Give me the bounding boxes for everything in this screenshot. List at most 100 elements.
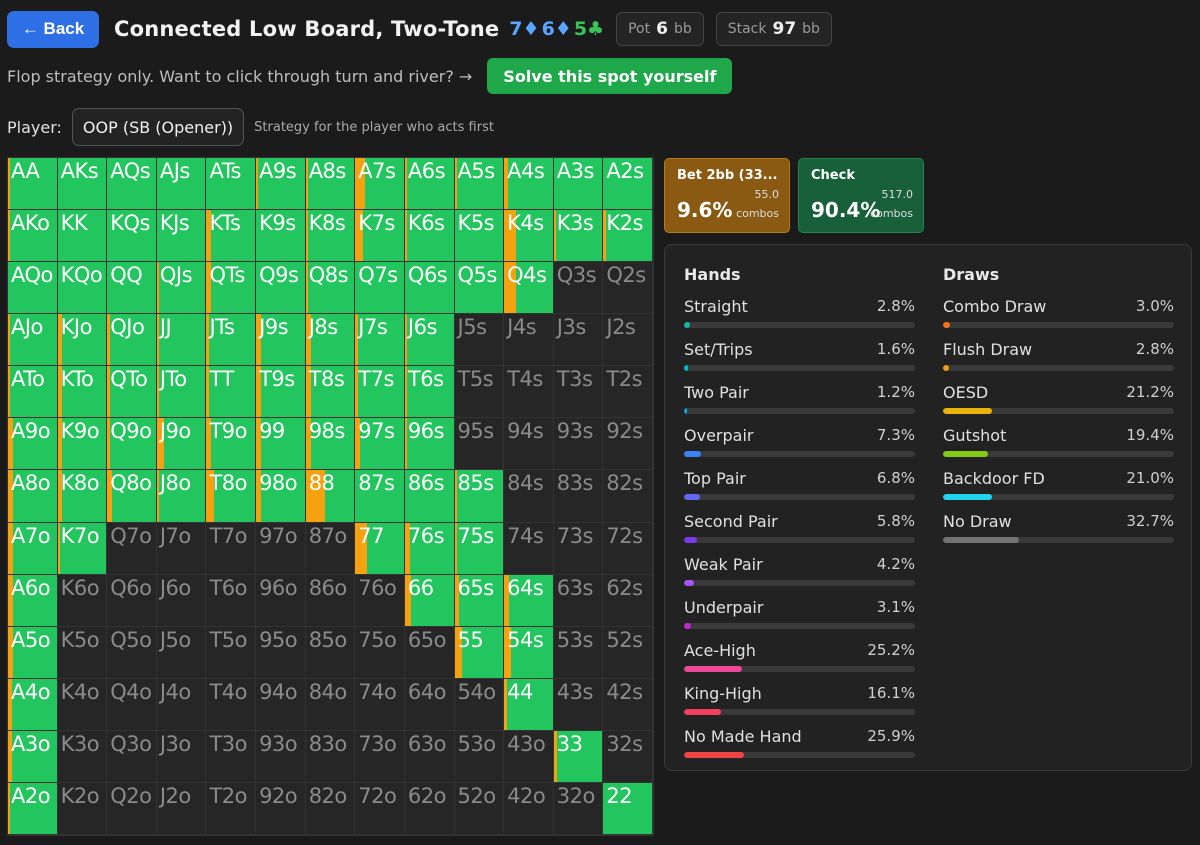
- back-button[interactable]: ← Back: [7, 10, 99, 48]
- hand-cell[interactable]: 94o: [256, 678, 306, 731]
- hand-cell[interactable]: J4o: [156, 678, 207, 731]
- hand-cell[interactable]: 87s: [355, 470, 405, 523]
- hand-cell[interactable]: K5o: [57, 626, 108, 679]
- hand-cell[interactable]: J6s: [404, 314, 455, 367]
- hand-cell[interactable]: KTo: [57, 366, 108, 419]
- hand-cell[interactable]: K7o: [57, 522, 108, 575]
- hand-cell[interactable]: K8s: [305, 210, 356, 263]
- hand-cell[interactable]: Q6o: [107, 574, 157, 627]
- hand-cell[interactable]: J5s: [454, 314, 505, 367]
- hand-cell[interactable]: Q2s: [603, 262, 653, 315]
- hand-cell[interactable]: 76o: [355, 574, 405, 627]
- hand-cell[interactable]: T7o: [206, 522, 257, 575]
- hand-cell[interactable]: A4s: [504, 158, 554, 211]
- hand-cell[interactable]: 95o: [256, 626, 306, 679]
- hand-cell[interactable]: K6o: [57, 574, 108, 627]
- hand-cell[interactable]: Q4s: [504, 262, 554, 315]
- hand-cell[interactable]: 63o: [404, 730, 455, 783]
- hand-cell[interactable]: J8s: [305, 314, 356, 367]
- hand-cell[interactable]: 76s: [404, 522, 455, 575]
- hand-cell[interactable]: Q7s: [355, 262, 405, 315]
- hand-cell[interactable]: A2o: [8, 782, 58, 835]
- hand-cell[interactable]: KTs: [206, 210, 257, 263]
- hand-cell[interactable]: 54s: [504, 626, 554, 679]
- hand-cell[interactable]: Q6s: [404, 262, 455, 315]
- hand-cell[interactable]: 85o: [305, 626, 356, 679]
- hand-cell[interactable]: 83s: [553, 470, 604, 523]
- hand-cell[interactable]: 98o: [256, 470, 306, 523]
- hand-cell[interactable]: K6s: [404, 210, 455, 263]
- hand-cell[interactable]: 33: [553, 730, 604, 783]
- hand-cell[interactable]: 65s: [454, 574, 505, 627]
- hand-cell[interactable]: 82s: [603, 470, 653, 523]
- hand-cell[interactable]: 84s: [504, 470, 554, 523]
- hand-cell[interactable]: Q3s: [553, 262, 604, 315]
- hand-cell[interactable]: A2s: [603, 158, 653, 211]
- hand-cell[interactable]: QQ: [107, 262, 157, 315]
- hand-cell[interactable]: 22: [603, 782, 653, 835]
- hand-cell[interactable]: T6o: [206, 574, 257, 627]
- hand-cell[interactable]: AJo: [8, 314, 58, 367]
- hand-cell[interactable]: 43o: [504, 730, 554, 783]
- hand-cell[interactable]: JTo: [156, 366, 207, 419]
- hand-cell[interactable]: A5o: [8, 626, 58, 679]
- hand-cell[interactable]: 97o: [256, 522, 306, 575]
- hand-cell[interactable]: T2o: [206, 782, 257, 835]
- hand-cell[interactable]: 98s: [305, 418, 356, 471]
- hand-cell[interactable]: A6s: [404, 158, 455, 211]
- hand-cell[interactable]: 75s: [454, 522, 505, 575]
- hand-cell[interactable]: Q8o: [107, 470, 157, 523]
- hand-cell[interactable]: 86o: [305, 574, 356, 627]
- hand-cell[interactable]: J7s: [355, 314, 405, 367]
- hand-cell[interactable]: 97s: [355, 418, 405, 471]
- hand-cell[interactable]: A3s: [553, 158, 604, 211]
- hand-cell[interactable]: 96o: [256, 574, 306, 627]
- hand-cell[interactable]: 63s: [553, 574, 604, 627]
- hand-cell[interactable]: 72s: [603, 522, 653, 575]
- hand-cell[interactable]: QJs: [156, 262, 207, 315]
- hand-cell[interactable]: KJs: [156, 210, 207, 263]
- hand-cell[interactable]: Q5o: [107, 626, 157, 679]
- hand-cell[interactable]: 62o: [404, 782, 455, 835]
- hand-cell[interactable]: T5s: [454, 366, 505, 419]
- hand-cell[interactable]: A3o: [8, 730, 58, 783]
- hand-cell[interactable]: QJo: [107, 314, 157, 367]
- hand-cell[interactable]: 82o: [305, 782, 356, 835]
- hand-cell[interactable]: K3o: [57, 730, 108, 783]
- hand-cell[interactable]: J8o: [156, 470, 207, 523]
- hand-cell[interactable]: 66: [404, 574, 455, 627]
- hand-cell[interactable]: Q3o: [107, 730, 157, 783]
- hand-cell[interactable]: 64o: [404, 678, 455, 731]
- hand-cell[interactable]: 74o: [355, 678, 405, 731]
- hand-cell[interactable]: A4o: [8, 678, 58, 731]
- hand-cell[interactable]: 64s: [504, 574, 554, 627]
- hand-cell[interactable]: 92s: [603, 418, 653, 471]
- hand-cell[interactable]: J9s: [256, 314, 306, 367]
- hand-cell[interactable]: T8s: [305, 366, 356, 419]
- hand-cell[interactable]: QTo: [107, 366, 157, 419]
- hand-cell[interactable]: KQs: [107, 210, 157, 263]
- hand-cell[interactable]: A9s: [256, 158, 306, 211]
- hand-cell[interactable]: T3s: [553, 366, 604, 419]
- solve-spot-button[interactable]: Solve this spot yourself: [487, 58, 733, 94]
- hand-cell[interactable]: A8s: [305, 158, 356, 211]
- hand-cell[interactable]: T9s: [256, 366, 306, 419]
- hand-cell[interactable]: 99: [256, 418, 306, 471]
- hand-cell[interactable]: K2o: [57, 782, 108, 835]
- hand-cell[interactable]: 44: [504, 678, 554, 731]
- hand-cell[interactable]: 92o: [256, 782, 306, 835]
- hand-cell[interactable]: 74s: [504, 522, 554, 575]
- hand-cell[interactable]: AKs: [57, 158, 108, 211]
- hand-cell[interactable]: 93s: [553, 418, 604, 471]
- hand-cell[interactable]: K5s: [454, 210, 505, 263]
- hand-cell[interactable]: 77: [355, 522, 405, 575]
- hand-cell[interactable]: QTs: [206, 262, 257, 315]
- hand-cell[interactable]: A5s: [454, 158, 505, 211]
- hand-cell[interactable]: 65o: [404, 626, 455, 679]
- hand-cell[interactable]: Q5s: [454, 262, 505, 315]
- hand-cell[interactable]: 53o: [454, 730, 505, 783]
- hand-cell[interactable]: T5o: [206, 626, 257, 679]
- hand-cell[interactable]: J2o: [156, 782, 207, 835]
- hand-cell[interactable]: 53s: [553, 626, 604, 679]
- hand-cell[interactable]: Q9s: [256, 262, 306, 315]
